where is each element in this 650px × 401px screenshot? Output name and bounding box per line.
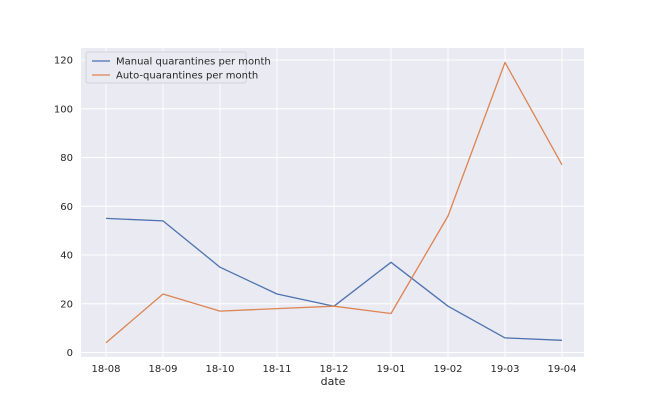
x-tick-label: 19-03 — [490, 364, 519, 375]
y-tick-label: 60 — [60, 202, 73, 213]
grid-lines — [81, 48, 584, 357]
y-tick-labels: 0 20 40 60 80 100 120 — [54, 56, 73, 360]
y-tick-label: 80 — [60, 153, 73, 164]
x-tick-labels: 18-08 18-09 18-10 18-11 18-12 19-01 19-02 19-03… — [91, 364, 576, 375]
x-tick-label: 19-02 — [433, 364, 462, 375]
y-tick-label: 20 — [60, 299, 73, 310]
legend-label-auto: Auto-quarantines per month — [116, 71, 258, 82]
series-lines — [105, 61, 563, 344]
x-tick-label: 18-08 — [91, 364, 120, 375]
y-tick-label: 120 — [54, 56, 73, 67]
y-tick-label: 40 — [60, 251, 73, 262]
x-tick-label: 18-09 — [148, 364, 177, 375]
x-axis-label: date — [321, 375, 346, 388]
x-tick-label: 19-04 — [547, 364, 576, 375]
series-line-auto — [105, 61, 563, 344]
x-tick-label: 18-12 — [319, 364, 348, 375]
x-tick-label: 19-01 — [376, 364, 405, 375]
legend-box — [85, 51, 247, 84]
legend: Manual quarantines per month Auto-quaran… — [85, 51, 271, 84]
x-tick-label: 18-10 — [205, 364, 234, 375]
y-tick-label: 100 — [54, 104, 73, 115]
plot-background — [81, 48, 584, 357]
x-tick-label: 18-11 — [262, 364, 291, 375]
legend-label-manual: Manual quarantines per month — [116, 57, 271, 68]
y-tick-label: 0 — [67, 348, 73, 359]
